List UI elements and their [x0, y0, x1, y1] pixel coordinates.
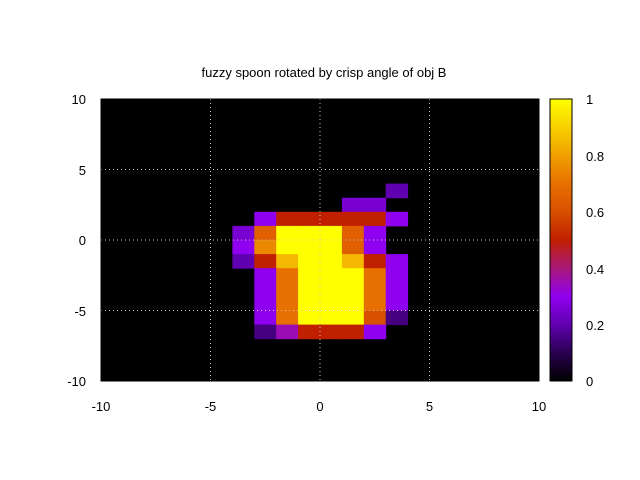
heatmap-cell	[363, 296, 387, 311]
heatmap-cell	[363, 211, 387, 227]
heatmap-cell	[232, 254, 255, 269]
colorbar-tick-label: 1	[586, 92, 593, 107]
heatmap-cell	[385, 310, 409, 326]
heatmap-cell	[320, 240, 343, 255]
heatmap-cell	[341, 197, 365, 213]
x-tick-label: -10	[92, 399, 111, 414]
heatmap-cell	[298, 324, 321, 340]
heatmap-cell	[254, 211, 277, 227]
heatmap-cell	[341, 324, 365, 340]
heatmap-cell	[385, 282, 409, 297]
heatmap-cell	[385, 183, 409, 199]
x-tick-label: 0	[316, 399, 323, 414]
heatmap-cell	[341, 310, 365, 326]
colorbar-ticks: 1 0.8 0.6 0.4 0.2 0	[586, 92, 604, 389]
colorbar-tick-label: 0.8	[586, 149, 604, 164]
heatmap-cell	[276, 268, 299, 283]
heatmap-cell	[385, 268, 409, 283]
heatmap-cell	[276, 282, 299, 297]
x-tick-label: -5	[205, 399, 217, 414]
heatmap-cell	[254, 240, 277, 255]
heatmap-cell	[232, 225, 255, 241]
heatmap-cell	[385, 211, 409, 227]
heatmap-cell	[341, 282, 365, 297]
heatmap-cell	[341, 240, 365, 255]
y-axis: 10 5 0 -5 -10	[67, 92, 86, 389]
heatmap-cell	[276, 310, 299, 326]
heatmap-cell	[298, 240, 321, 255]
heatmap-cell	[341, 296, 365, 311]
heatmap-cell	[363, 324, 387, 340]
heatmap-cell	[254, 324, 277, 340]
heatmap-cell	[363, 268, 387, 283]
heatmap-cell	[254, 296, 277, 311]
heatmap-cell	[363, 225, 387, 241]
heatmap-cell	[254, 254, 277, 269]
heatmap-cell	[276, 296, 299, 311]
colorbar	[549, 98, 573, 382]
heatmap-cell	[298, 225, 321, 241]
heatmap-cell	[298, 211, 321, 227]
heatmap-cell	[276, 225, 299, 241]
heatmap-cells	[232, 183, 409, 340]
y-tick-label: 10	[72, 92, 86, 107]
heatmap-cell	[320, 324, 343, 340]
heatmap-cell	[363, 282, 387, 297]
colorbar-tick-label: 0.2	[586, 318, 604, 333]
heatmap-cell	[254, 282, 277, 297]
heatmap-cell	[320, 225, 343, 241]
heatmap-cell	[276, 254, 299, 269]
x-tick-label: 5	[426, 399, 433, 414]
heatmap-cell	[298, 282, 321, 297]
heatmap-cell	[320, 282, 343, 297]
heatmap-cell	[341, 268, 365, 283]
heatmap-cell	[276, 211, 299, 227]
heatmap-cell	[298, 268, 321, 283]
heatmap-cell	[385, 296, 409, 311]
y-tick-label: -10	[67, 374, 86, 389]
heatmap-cell	[254, 310, 277, 326]
y-tick-label: 5	[79, 163, 86, 178]
heatmap-cell	[276, 240, 299, 255]
plot-border	[100, 98, 540, 382]
heatmap-cell	[320, 310, 343, 326]
y-tick-label: 0	[79, 233, 86, 248]
colorbar-tick-label: 0.6	[586, 205, 604, 220]
heatmap-cell	[320, 268, 343, 283]
heatmap-cell	[254, 225, 277, 241]
heatmap-cell	[363, 310, 387, 326]
chart-title: fuzzy spoon rotated by crisp angle of ob…	[202, 65, 447, 80]
heatmap-cell	[363, 254, 387, 269]
y-tick-label: -5	[74, 304, 86, 319]
heatmap-cell	[298, 296, 321, 311]
gridlines	[101, 99, 539, 381]
heatmap-cell	[341, 225, 365, 241]
colorbar-tick-label: 0	[586, 374, 593, 389]
heatmap-cell	[276, 324, 299, 340]
heatmap-cell	[320, 296, 343, 311]
heatmap-cell	[254, 268, 277, 283]
heatmap-cell	[363, 240, 387, 255]
colorbar-tick-label: 0.4	[586, 262, 604, 277]
heatmap-cell	[298, 254, 321, 269]
heatmap-cell	[385, 254, 409, 269]
heatmap-cell	[341, 211, 365, 227]
heatmap-cell	[320, 211, 343, 227]
heatmap-cell	[232, 240, 255, 255]
x-tick-label: 10	[532, 399, 546, 414]
heatmap-cell	[320, 254, 343, 269]
x-axis: -10 -5 0 5 10	[92, 399, 547, 414]
heatmap-cell	[298, 310, 321, 326]
heatmap-cell	[363, 197, 387, 213]
heatmap-cell	[341, 254, 365, 269]
